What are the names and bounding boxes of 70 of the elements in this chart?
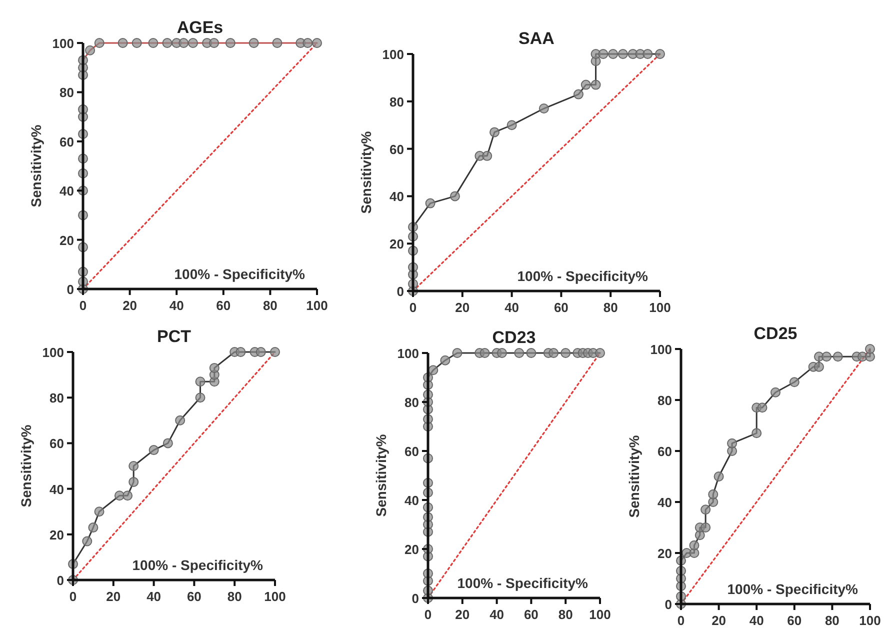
chart-title: CD23 <box>492 328 536 347</box>
x-tick-label: 20 <box>122 298 138 313</box>
y-tick-label: 60 <box>50 436 64 452</box>
x-tick-label: 20 <box>455 607 470 622</box>
y-axis-title: Sensitivity% <box>18 424 34 508</box>
y-tick-label: 40 <box>60 184 74 199</box>
y-tick-label: 20 <box>390 236 404 252</box>
x-tick-label: 60 <box>216 298 231 313</box>
x-axis-title: 100% - Specificity% <box>174 266 306 282</box>
y-axis-title: Sensitivity% <box>28 124 44 208</box>
y-tick-label: 40 <box>658 495 672 510</box>
x-tick-label: 80 <box>603 300 618 315</box>
y-axis-title: Sensitivity% <box>358 130 374 214</box>
y-tick-label: 60 <box>404 444 419 459</box>
x-tick-label: 40 <box>504 300 520 315</box>
y-tick-label: 0 <box>56 573 64 588</box>
x-tick-label: 0 <box>424 607 432 622</box>
x-tick-label: 100 <box>264 589 286 604</box>
y-axis-title: Sensitivity% <box>373 434 389 517</box>
y-tick-label: 0 <box>396 284 404 299</box>
x-axis-title: 100% - Specificity% <box>727 581 859 597</box>
y-tick-label: 100 <box>52 36 74 51</box>
y-axis-title: Sensitivity% <box>626 434 642 518</box>
y-tick-label: 100 <box>382 47 404 62</box>
x-tick-label: 100 <box>589 607 611 622</box>
y-tick-label: 20 <box>404 542 419 557</box>
y-tick-label: 60 <box>390 142 404 157</box>
y-tick-label: 20 <box>60 232 74 248</box>
y-tick-label: 60 <box>658 444 672 459</box>
chart-title: SAA <box>518 29 554 48</box>
x-tick-label: 40 <box>749 613 764 628</box>
y-tick-label: 40 <box>50 482 64 497</box>
y-tick-label: 100 <box>397 346 419 361</box>
x-tick-label: 20 <box>712 613 726 628</box>
x-tick-label: 80 <box>824 613 840 628</box>
y-tick-label: 20 <box>50 527 64 542</box>
x-tick-label: 20 <box>455 300 470 315</box>
y-tick-label: 80 <box>50 390 64 406</box>
y-tick-label: 0 <box>66 282 74 297</box>
y-tick-label: 80 <box>60 85 74 100</box>
x-tick-label: 100 <box>306 298 328 313</box>
x-tick-label: 100 <box>859 613 881 628</box>
x-axis-title: 100% - Specificity% <box>517 268 649 284</box>
x-tick-label: 20 <box>106 589 121 604</box>
y-tick-label: 40 <box>404 493 419 508</box>
chart-title: PCT <box>157 327 192 346</box>
x-tick-label: 60 <box>524 607 538 622</box>
x-tick-label: 40 <box>169 298 184 313</box>
x-tick-label: 80 <box>227 589 242 604</box>
y-tick-label: 20 <box>658 546 672 561</box>
chart-title: AGEs <box>176 18 224 37</box>
y-tick-label: 80 <box>390 94 404 110</box>
x-axis-title: 100% - Specificity% <box>132 557 264 573</box>
y-tick-label: 80 <box>658 393 672 408</box>
x-tick-label: 40 <box>146 589 162 604</box>
y-tick-label: 100 <box>650 342 672 357</box>
x-axis-title: 100% - Specificity% <box>457 575 589 591</box>
y-tick-label: 100 <box>42 345 64 360</box>
x-tick-label: 60 <box>186 589 202 604</box>
x-tick-label: 0 <box>677 613 685 628</box>
x-tick-label: 0 <box>79 298 87 313</box>
y-tick-label: 40 <box>390 189 404 204</box>
y-tick-label: 60 <box>60 134 74 150</box>
x-tick-label: 60 <box>787 613 802 628</box>
x-tick-label: 60 <box>554 300 568 315</box>
x-tick-label: 80 <box>558 607 573 622</box>
y-tick-label: 80 <box>404 395 419 410</box>
x-tick-label: 80 <box>262 298 278 313</box>
chart-title: CD25 <box>754 324 798 343</box>
x-tick-label: 40 <box>490 607 504 622</box>
